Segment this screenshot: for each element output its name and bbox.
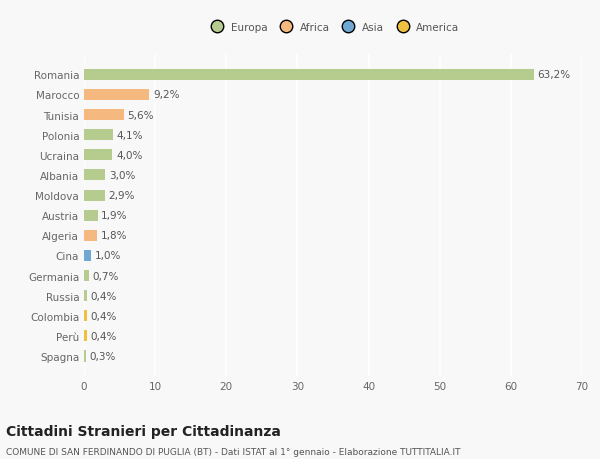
Text: 9,2%: 9,2% <box>153 90 179 100</box>
Text: 63,2%: 63,2% <box>537 70 571 80</box>
Text: 4,0%: 4,0% <box>116 151 142 161</box>
Legend: Europa, Africa, Asia, America: Europa, Africa, Asia, America <box>203 18 463 37</box>
Bar <box>84 70 533 81</box>
Text: 1,0%: 1,0% <box>95 251 121 261</box>
Bar <box>84 190 104 201</box>
Text: 4,1%: 4,1% <box>117 130 143 140</box>
Bar <box>84 311 87 322</box>
Bar <box>84 110 124 121</box>
Text: 0,3%: 0,3% <box>89 351 116 361</box>
Text: 5,6%: 5,6% <box>127 110 154 120</box>
Text: 0,7%: 0,7% <box>92 271 119 281</box>
Bar <box>84 130 113 141</box>
Bar <box>84 170 106 181</box>
Text: COMUNE DI SAN FERDINANDO DI PUGLIA (BT) - Dati ISTAT al 1° gennaio - Elaborazion: COMUNE DI SAN FERDINANDO DI PUGLIA (BT) … <box>6 448 461 457</box>
Bar <box>84 230 97 241</box>
Bar <box>84 150 112 161</box>
Text: 1,9%: 1,9% <box>101 211 128 221</box>
Text: 2,9%: 2,9% <box>108 190 134 201</box>
Text: 1,8%: 1,8% <box>100 231 127 241</box>
Bar <box>84 330 87 341</box>
Bar <box>84 291 87 302</box>
Bar <box>84 250 91 262</box>
Bar <box>84 270 89 281</box>
Text: 0,4%: 0,4% <box>91 311 117 321</box>
Bar <box>84 351 86 362</box>
Text: 3,0%: 3,0% <box>109 171 135 180</box>
Bar <box>84 90 149 101</box>
Text: 0,4%: 0,4% <box>91 291 117 301</box>
Text: Cittadini Stranieri per Cittadinanza: Cittadini Stranieri per Cittadinanza <box>6 425 281 438</box>
Bar <box>84 210 98 221</box>
Text: 0,4%: 0,4% <box>91 331 117 341</box>
